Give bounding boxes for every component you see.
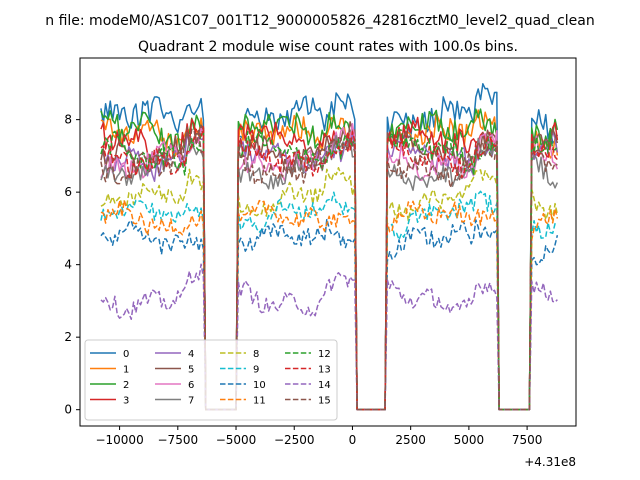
series-layer [100,83,559,411]
x-axis: −10000 −7500 −5000 −2500 0 2500 5000 7500 [95,426,542,447]
y-tick-label: 8 [64,113,72,127]
legend-label-13: 13 [318,365,331,376]
x-tick-label: 0 [349,433,357,447]
x-tick-label: −2500 [274,433,315,447]
legend-label-8: 8 [253,349,259,360]
y-tick-label: 6 [64,185,72,199]
x-tick-label: 7500 [512,433,543,447]
y-tick-label: 0 [64,403,72,417]
series-line-11 [100,199,559,411]
legend-label-2: 2 [123,380,129,391]
plot-area-frame [79,57,577,427]
y-axis: 0 2 4 6 8 [64,113,80,417]
legend-label-3: 3 [123,396,129,407]
legend-label-15: 15 [318,396,331,407]
series-line-10 [100,218,559,411]
legend-label-5: 5 [188,365,194,376]
series-line-2 [100,108,559,411]
series-line-13 [100,127,558,411]
series-line-12 [100,128,558,411]
series-line-9 [100,190,558,411]
chart-title: Quadrant 2 module wise count rates with … [138,39,518,55]
series-line-8 [100,167,559,411]
x-axis-offset-label: +4.31e8 [524,455,576,469]
x-tick-label: −10000 [95,433,143,447]
x-tick-label: 2500 [395,433,426,447]
x-tick-label: 5000 [454,433,485,447]
x-tick-label: −5000 [216,433,257,447]
series-line-15 [100,126,558,411]
legend-label-0: 0 [123,349,129,360]
legend-label-9: 9 [253,365,259,376]
legend-label-7: 7 [188,396,194,407]
legend-box [84,339,338,421]
legend-label-14: 14 [318,380,331,391]
legend-label-11: 11 [253,396,266,407]
figure-suptitle: n file: modeM0/AS1C07_001T12_9000005826_… [45,13,594,29]
y-tick-label: 4 [64,258,72,272]
series-line-0 [100,83,559,411]
legend-label-12: 12 [318,349,331,360]
x-tick-label: −7500 [158,433,199,447]
legend-label-6: 6 [188,380,194,391]
legend-label-10: 10 [253,380,266,391]
y-tick-label: 2 [64,330,72,344]
series-line-14 [100,263,558,411]
legend-label-4: 4 [188,349,194,360]
legend-label-1: 1 [123,365,129,376]
